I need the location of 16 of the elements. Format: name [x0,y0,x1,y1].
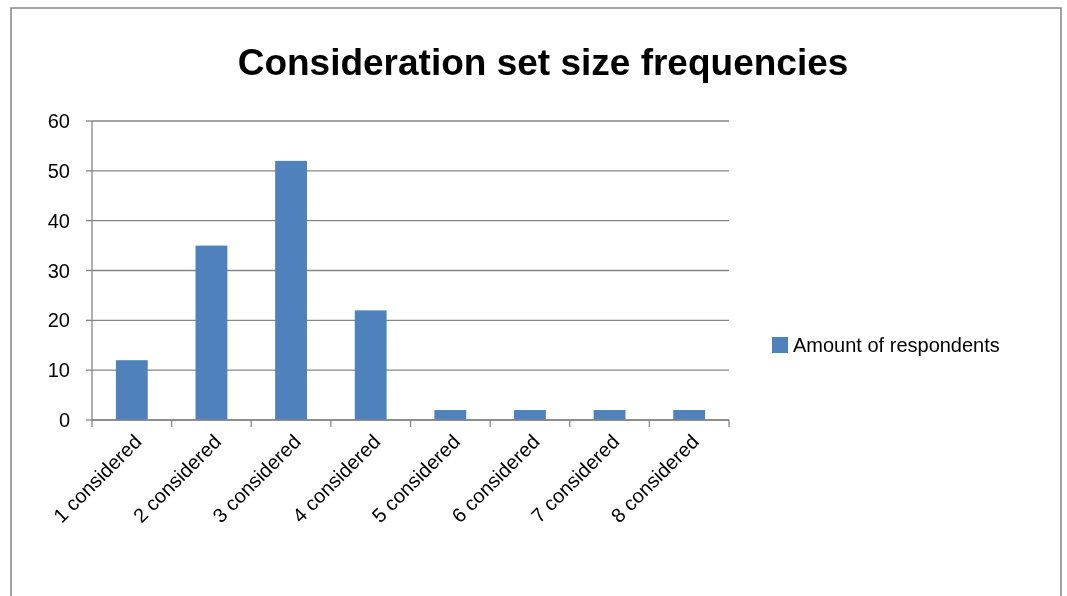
chart-title: Consideration set size frequencies [237,42,849,83]
bar [354,310,387,420]
bar [275,160,307,420]
y-tick-label: 40 [47,209,70,232]
bar [434,410,467,420]
y-tick-label: 10 [47,359,70,382]
y-tick-label: 60 [47,110,70,132]
bar [115,360,148,420]
y-tick-label: 20 [47,309,70,332]
y-tick-label: 30 [47,259,70,282]
bar [514,410,546,420]
bar [673,410,706,420]
y-tick-label: 50 [47,159,70,182]
y-tick-label: 0 [58,409,70,431]
bar [195,245,228,420]
legend-label: Amount of respondents [793,334,1000,356]
